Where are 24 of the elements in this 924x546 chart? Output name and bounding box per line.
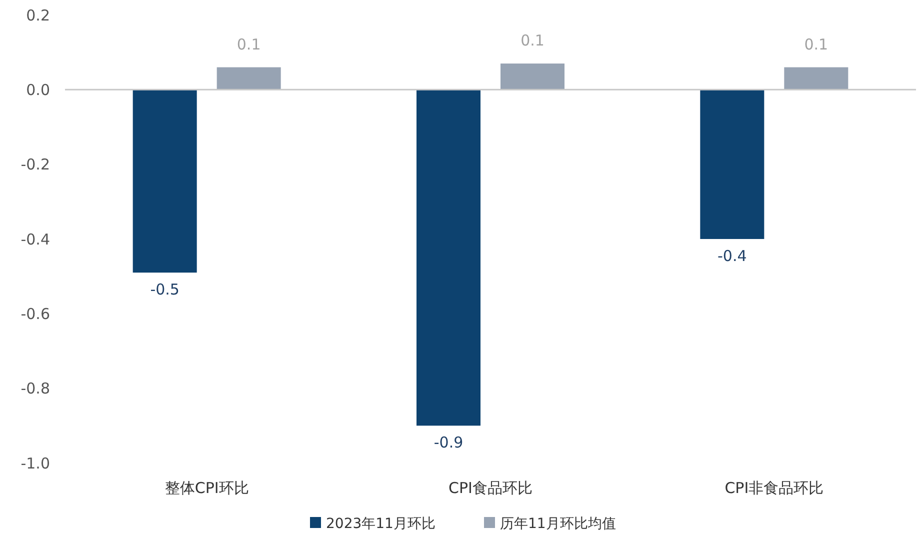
y-tick-label: -0.6 (20, 304, 50, 323)
y-tick-label: 0.0 (26, 80, 50, 99)
bar (500, 64, 564, 90)
data-label: 0.1 (804, 35, 828, 54)
bar (700, 90, 764, 239)
legend-label: 历年11月环比均值 (500, 516, 616, 532)
x-tick-label: CPI食品环比 (448, 479, 532, 497)
data-label: -0.5 (150, 280, 180, 299)
y-tick-label: -0.8 (20, 380, 50, 398)
y-tick-label: -0.2 (20, 156, 50, 174)
data-label: -0.4 (718, 247, 747, 265)
bar (784, 67, 848, 90)
data-label: 0.1 (520, 32, 544, 50)
bar (132, 90, 197, 273)
y-tick-label: -1.0 (20, 454, 50, 472)
data-label: -0.9 (434, 434, 464, 452)
bar (416, 90, 480, 426)
bar (216, 67, 281, 90)
x-tick-label: 整体CPI环比 (164, 479, 249, 497)
x-tick-label: CPI非食品环比 (724, 479, 824, 497)
data-label: 0.1 (236, 35, 261, 54)
legend-label: 2023年11月环比 (326, 516, 436, 532)
y-tick-label: -0.4 (20, 230, 50, 248)
y-tick-label: 0.2 (26, 6, 50, 24)
